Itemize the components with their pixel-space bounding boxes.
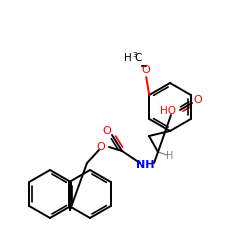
Text: NH: NH	[136, 160, 154, 170]
Text: C: C	[134, 53, 142, 63]
Text: H: H	[166, 151, 174, 161]
Text: H: H	[124, 53, 132, 63]
Text: O: O	[142, 65, 150, 75]
Text: 3: 3	[132, 52, 137, 58]
Text: O: O	[103, 126, 112, 136]
Text: O: O	[194, 95, 202, 105]
Text: HO: HO	[160, 106, 176, 116]
Text: O: O	[96, 142, 106, 152]
